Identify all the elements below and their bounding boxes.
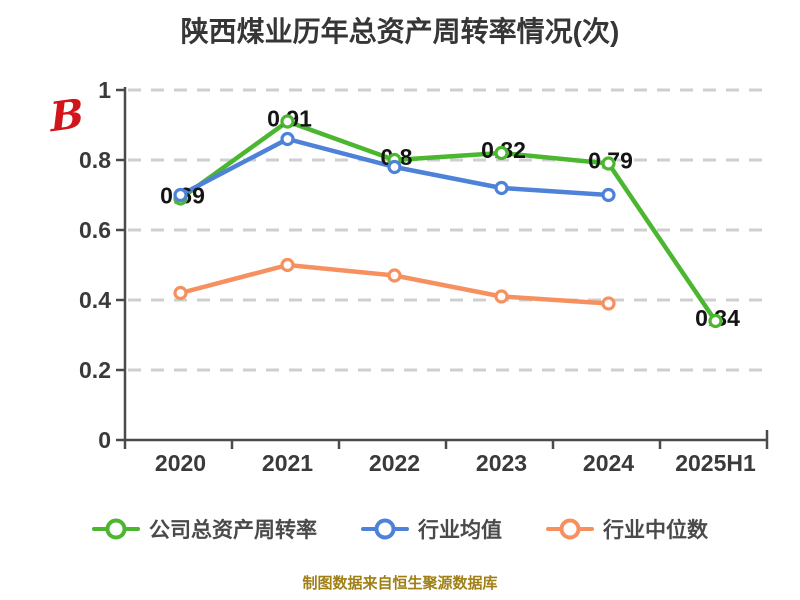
legend-marker-industry-average-icon [361,518,409,540]
svg-text:2025H1: 2025H1 [675,450,756,476]
svg-text:1: 1 [98,77,111,103]
axes [116,87,769,449]
chart-legend: 公司总资产周转率 行业均值 行业中位数 [0,514,800,544]
svg-text:0: 0 [98,427,111,453]
x-axis-tick-labels: 2020 2021 2022 2023 2024 2025H1 [155,450,756,476]
svg-text:0.6: 0.6 [79,217,111,243]
legend-marker-company-icon [92,518,140,540]
svg-text:2022: 2022 [369,450,420,476]
chart-title: 陕西煤业历年总资产周转率情况(次) [180,16,620,47]
legend-label-company: 公司总资产周转率 [149,519,317,542]
series-line-0 [178,119,718,324]
y-axis-tick-labels: 0 0.2 0.4 0.6 0.8 1 [79,77,111,453]
legend-item-company-turnover[interactable]: 公司总资产周转率 [92,514,317,544]
svg-text:0.8: 0.8 [79,147,111,173]
legend-marker-industry-median-icon [546,518,594,540]
svg-text:0.2: 0.2 [79,357,111,383]
data-point-labels: 0.690.910.80.820.790.34 [160,106,740,332]
svg-text:2023: 2023 [476,450,527,476]
data-point-markers [173,114,723,329]
gridlines [128,88,767,372]
legend-item-industry-median[interactable]: 行业中位数 [546,514,708,544]
legend-item-industry-average[interactable]: 行业均值 [361,514,502,544]
legend-label-industry-average: 行业均值 [418,519,502,542]
data-source-note: 制图数据来自恒生聚源数据库 [302,575,498,592]
svg-text:0.4: 0.4 [79,287,111,313]
svg-text:2024: 2024 [583,450,634,476]
asset-turnover-line-chart: 0 0.2 0.4 0.6 0.8 1 2020 2021 2022 2023 2024 2025H1… [79,77,769,476]
svg-text:2021: 2021 [262,450,313,476]
svg-text:2020: 2020 [155,450,206,476]
legend-label-industry-median: 行业中位数 [603,519,708,542]
